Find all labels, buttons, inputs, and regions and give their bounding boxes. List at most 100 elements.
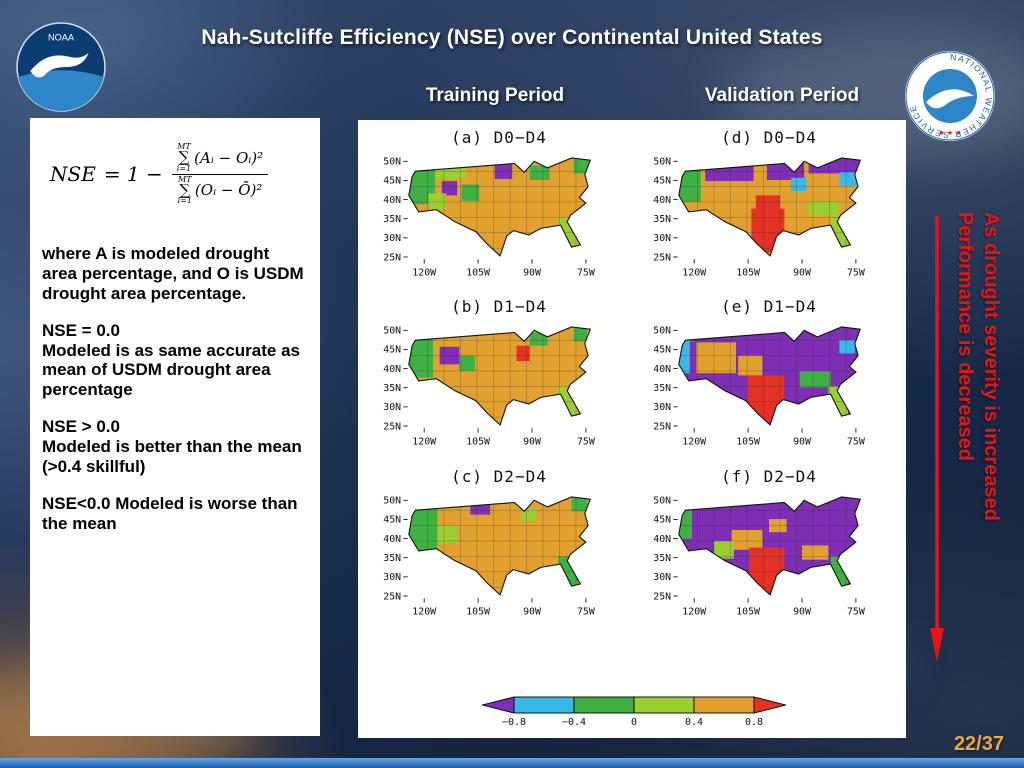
svg-text:−0.8: −0.8 [502,717,526,728]
map-title: (d) D0−D4 [721,128,817,147]
svg-text:−0.4: −0.4 [562,717,586,728]
svg-text:25N: 25N [383,252,401,263]
svg-text:120W: 120W [412,606,436,617]
svg-text:90W: 90W [523,437,541,448]
map-figure-f: (f) D2−D4 50N 45N 40N 35N 30N 25N 120W 105W 90W 75… [634,467,904,622]
svg-text:120W: 120W [682,437,706,448]
noaa-logo-icon: NOAA [16,22,106,112]
svg-text:75W: 75W [577,437,595,448]
maps-grid: (a) D0−D4 50N 45N 40N 35N 30N 25N 120W 105W 90W 75… [364,128,904,622]
us-outline [678,157,862,257]
map-figure-c: (c) D2−D4 50N 45N 40N 35N 30N 25N 120W 105W 90W 75… [364,467,634,622]
nws-stars: ★ ★ ★ [939,129,962,137]
svg-text:25N: 25N [383,591,401,602]
map-figure-a: (a) D0−D4 50N 45N 40N 35N 30N 25N 120W 105W 90W 75… [364,128,634,283]
map-title: (e) D1−D4 [721,297,817,317]
svg-text:75W: 75W [847,437,865,448]
map-figure-d: (d) D0−D4 50N 45N 40N 35N 30N 25N 120W 105W 90W 75… [634,128,904,283]
svg-text:120W: 120W [412,268,436,279]
bottom-bar [0,758,1024,768]
note-nse-positive: NSE > 0.0 [42,417,120,437]
nse-formula: NSE = 1 − MT ∑ i=1 (Aᵢ − Oᵢ)² MT [42,126,308,206]
svg-text:105W: 105W [466,606,490,617]
svg-text:25N: 25N [383,422,401,433]
svg-text:50N: 50N [653,157,671,168]
note-nse-zero-desc: Modeled is as same accurate as mean of U… [42,340,300,400]
map-figure-b: (b) D1−D4 50N 45N 40N 35N 30N 25N 120W 105W 90W 75… [364,297,634,452]
svg-text:105W: 105W [736,268,760,279]
svg-text:25N: 25N [653,591,671,602]
us-map-d: 50N 45N 40N 35N 30N 25N 120W 105W 90W 75W [653,157,865,279]
validation-period-header: Validation Period [704,85,860,106]
svg-text:40N: 40N [653,195,671,206]
note-nse-negative: NSE<0.0 Modeled is worse than the mean [42,493,298,533]
svg-text:75W: 75W [577,606,595,617]
us-outline [678,326,862,427]
svg-text:75W: 75W [847,268,865,279]
svg-text:35N: 35N [383,383,401,394]
svg-text:30N: 30N [383,233,401,244]
formula-area: NSE = 1 − MT ∑ i=1 (Aᵢ − Oᵢ)² MT [42,126,308,244]
svg-text:90W: 90W [793,268,811,279]
annotation-line2: Performance is decreased [954,212,976,462]
map-title: (b) D1−D4 [451,297,547,317]
nws-logo-icon: NATIONAL WEATHER SERVICE ★ ★ ★ [904,50,996,142]
formula-denominator: MT ∑ i=1 (Oᵢ − Ō)² [171,173,269,207]
us-map-c: 50N 45N 40N 35N 30N 25N 120W 105W 90W 75W [383,495,595,617]
maps-panel: (a) D0−D4 50N 45N 40N 35N 30N 25N 120W 105W 90W 75… [358,120,906,738]
note-nse-positive-desc: Modeled is better than the mean (>0.4 sk… [42,437,302,476]
svg-text:30N: 30N [383,572,401,583]
svg-text:50N: 50N [653,495,671,506]
down-arrow-icon [930,216,944,662]
svg-text:25N: 25N [653,422,671,433]
map-title: (a) D0−D4 [451,128,547,147]
svg-text:75W: 75W [847,606,865,617]
map-title: (c) D2−D4 [451,466,547,486]
page-number: 22/37 [953,733,1004,755]
annotation-line1: As drought severity is increased [980,212,1002,522]
svg-text:50N: 50N [383,495,401,506]
svg-text:40N: 40N [653,364,671,375]
svg-text:105W: 105W [466,268,490,279]
us-map-b: 50N 45N 40N 35N 30N 25N 120W 105W 90W 75W [383,326,595,448]
svg-text:50N: 50N [653,326,671,337]
svg-text:45N: 45N [653,515,671,526]
svg-text:0: 0 [631,717,637,728]
svg-text:90W: 90W [793,606,811,617]
svg-text:35N: 35N [653,214,671,225]
colorbar-svg: −0.8 −0.4 0 0.4 0.8 [481,696,787,728]
svg-text:0.8: 0.8 [745,717,763,728]
svg-text:120W: 120W [682,268,706,279]
page-title: Nah-Sutcliffe Efficiency (NSE) over Cont… [201,26,823,49]
svg-text:50N: 50N [383,326,401,337]
svg-text:90W: 90W [523,606,541,617]
svg-text:90W: 90W [523,268,541,279]
formula-lhs: NSE [50,162,96,186]
us-outline [408,157,592,257]
svg-text:45N: 45N [383,515,401,526]
svg-text:45N: 45N [383,176,401,187]
svg-text:35N: 35N [383,553,401,564]
colorbar: −0.8 −0.4 0 0.4 0.8 [364,692,904,728]
svg-text:50N: 50N [383,157,401,168]
note-nse-zero: NSE = 0.0 [42,320,120,340]
noaa-label: NOAA [48,32,75,42]
summation-symbol: MT ∑ i=1 [177,174,192,205]
svg-text:45N: 45N [653,345,671,356]
formula-numerator: MT ∑ i=1 (Aᵢ − Oᵢ)² [176,142,264,173]
svg-text:40N: 40N [383,364,401,375]
svg-text:30N: 30N [653,403,671,414]
svg-text:75W: 75W [577,268,595,279]
formula-fraction: MT ∑ i=1 (Aᵢ − Oᵢ)² MT ∑ i=1 (Oᵢ − Ō)² [171,142,269,206]
training-period-header: Training Period [425,85,565,106]
svg-text:105W: 105W [736,437,760,448]
svg-text:90W: 90W [793,437,811,448]
svg-text:35N: 35N [383,214,401,225]
svg-text:45N: 45N [653,176,671,187]
map-figure-e: (e) D1−D4 50N 45N 40N 35N 30N 25N 120W 105W 90W 75… [634,297,904,452]
svg-text:45N: 45N [383,345,401,356]
svg-text:25N: 25N [653,252,671,263]
summation-symbol: MT ∑ i=1 [176,142,192,173]
svg-text:35N: 35N [653,383,671,394]
